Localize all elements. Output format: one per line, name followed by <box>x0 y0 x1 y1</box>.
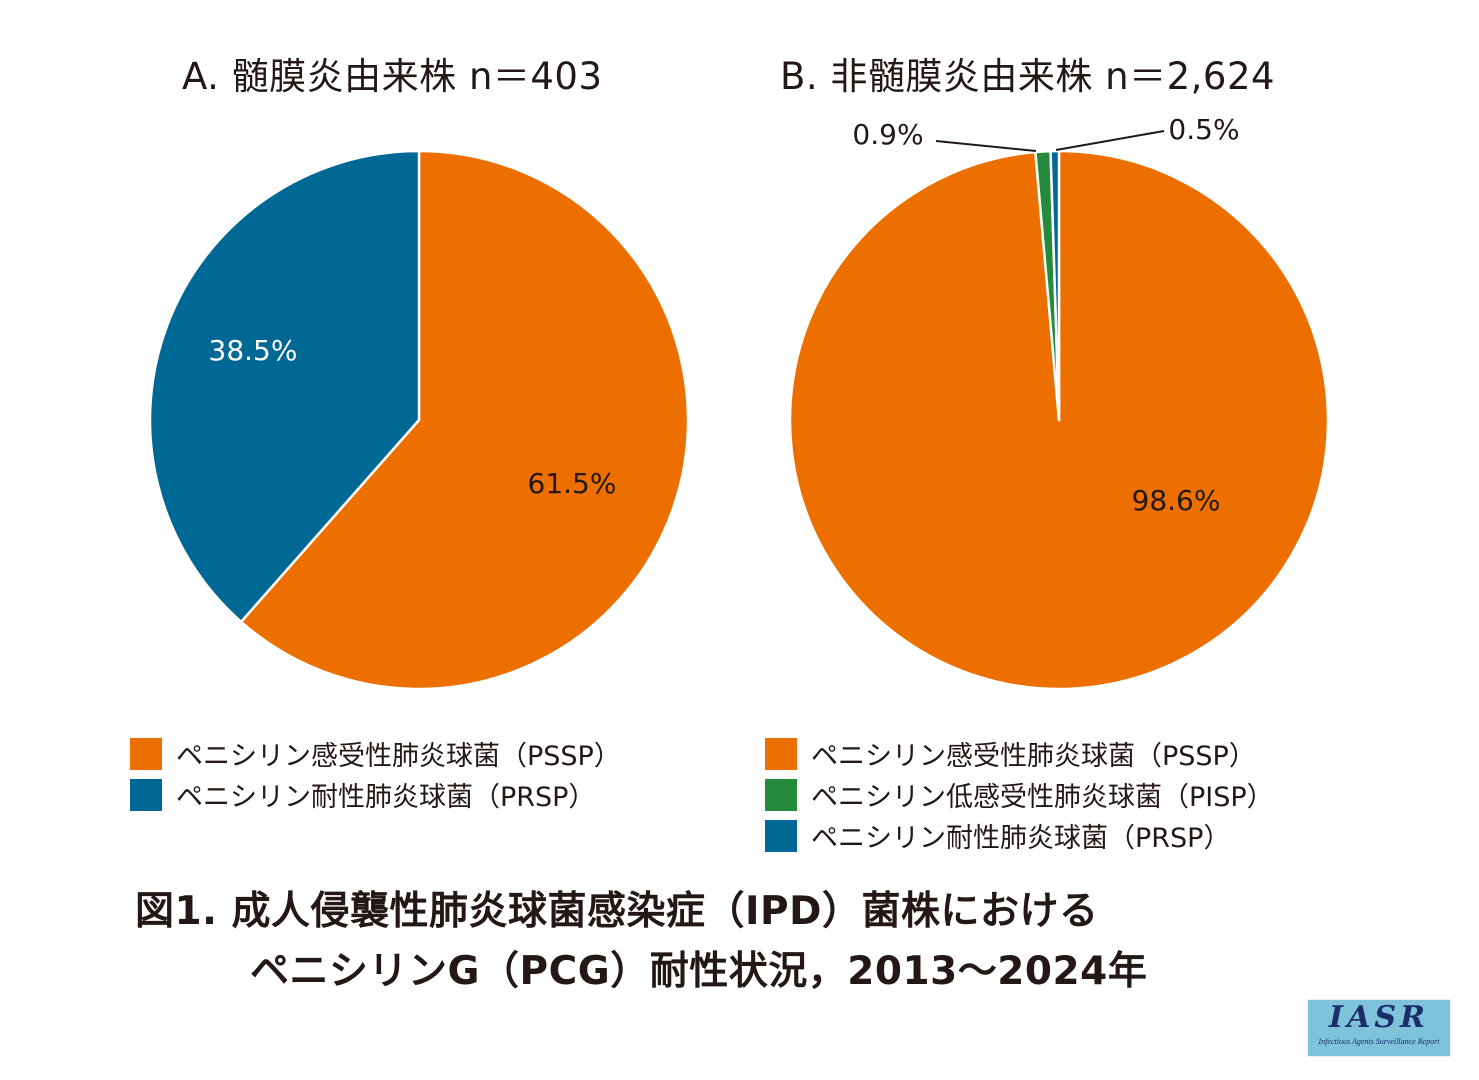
legend-swatch-pssp <box>130 737 162 770</box>
pie-charts: 61.5% 38.5% 98.6% 0.9% 0.5% <box>148 113 1330 691</box>
chart-a-title: A. 髄膜炎由来株 n＝403 <box>182 55 603 98</box>
logo-main-text: IASR <box>1329 1000 1429 1035</box>
legend-item-prsp: ペニシリン耐性肺炎球菌（PRSP） <box>130 774 621 815</box>
chart-a-legend: ペニシリン感受性肺炎球菌（PSSP） ペニシリン耐性肺炎球菌（PRSP） <box>130 733 621 815</box>
iasr-logo: IASR Infectious Agents Surveillance Repo… <box>1307 999 1451 1057</box>
chart-b-legend: ペニシリン感受性肺炎球菌（PSSP） ペニシリン低感受性肺炎球菌（PISP） ペ… <box>765 733 1274 856</box>
pie-a-label-pssp: 61.5% <box>528 467 617 500</box>
legend-label: ペニシリン感受性肺炎球菌（PSSP） <box>811 741 1256 772</box>
legend-item-prsp: ペニシリン耐性肺炎球菌（PRSP） <box>765 815 1274 856</box>
pie-b-label-prsp: 0.5% <box>1168 113 1239 146</box>
legend-item-pssp: ペニシリン感受性肺炎球菌（PSSP） <box>765 733 1274 774</box>
legend-swatch-prsp <box>765 819 797 852</box>
pie-b-leader-prsp <box>1055 130 1165 151</box>
pie-b-label-pisp: 0.9% <box>852 118 923 151</box>
legend-label: ペニシリン耐性肺炎球菌（PRSP） <box>811 823 1231 854</box>
legend-item-pisp: ペニシリン低感受性肺炎球菌（PISP） <box>765 774 1274 815</box>
pie-a-slice-pssp <box>239 149 690 691</box>
pie-b-label-pssp: 98.6% <box>1132 484 1221 517</box>
pie-a-slice-prsp <box>148 149 421 624</box>
figure-caption-line-1: 図1. 成人侵襲性肺炎球菌感染症（IPD）菌株における <box>135 889 1099 934</box>
legend-item-pssp: ペニシリン感受性肺炎球菌（PSSP） <box>130 733 621 774</box>
legend-label: ペニシリン低感受性肺炎球菌（PISP） <box>811 782 1274 813</box>
logo-sub-text: Infectious Agents Surveillance Report <box>1318 1037 1440 1046</box>
pie-a-label-prsp: 38.5% <box>209 334 298 367</box>
pie-b-leader-pisp <box>935 140 1037 152</box>
legend-swatch-pssp <box>765 737 797 770</box>
legend-swatch-pisp <box>765 778 797 811</box>
pie-b-slice-prsp <box>1049 149 1061 422</box>
legend-label: ペニシリン耐性肺炎球菌（PRSP） <box>176 782 596 813</box>
legend-label: ペニシリン感受性肺炎球菌（PSSP） <box>176 741 621 772</box>
figure-caption-line-2: ペニシリンG（PCG）耐性状況，2013～2024年 <box>250 949 1148 994</box>
legend-swatch-prsp <box>130 778 162 811</box>
chart-b-title: B. 非髄膜炎由来株 n＝2,624 <box>780 55 1276 98</box>
